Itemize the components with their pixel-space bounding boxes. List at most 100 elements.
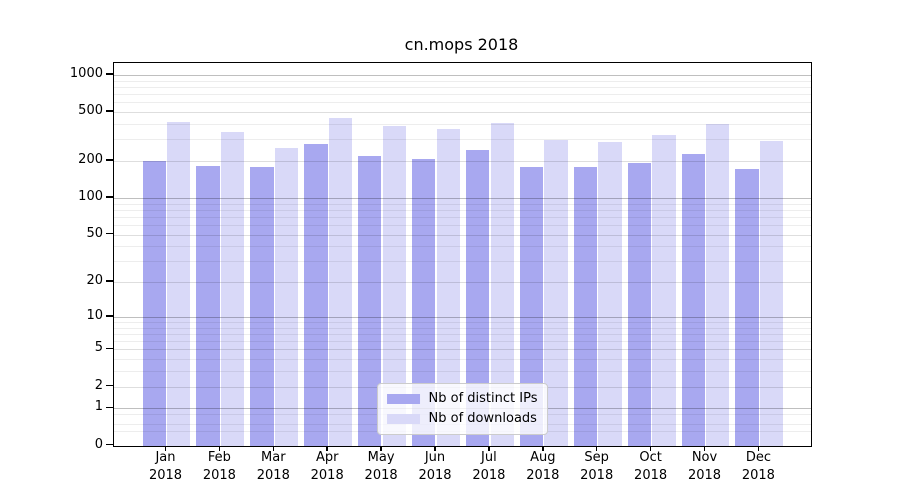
legend-row-ips: Nb of distinct IPs	[386, 389, 538, 409]
y-tick-mark-1	[106, 406, 113, 409]
x-tick-label-nov: Nov 2018	[687, 450, 722, 483]
bar-downloads-jun	[436, 128, 460, 446]
gridline-minor-7	[114, 333, 811, 335]
gridline-minor-9	[114, 322, 811, 323]
y-tick-label-1: 1	[94, 399, 103, 415]
y-tick-label-1000: 1000	[69, 65, 103, 81]
bar-ips-may	[358, 155, 382, 446]
y-tick-label-100: 100	[78, 188, 103, 204]
x-tick-label-jan: Jan 2018	[148, 450, 183, 483]
y-tick-mark-50	[106, 232, 113, 235]
bar-ips-jun	[412, 159, 436, 446]
y-tick-label-500: 500	[78, 103, 103, 119]
y-tick-label-5: 5	[94, 340, 103, 356]
x-tick-mark-sep	[595, 446, 598, 451]
gridline-major-20	[114, 282, 811, 284]
gridline-major-5	[114, 349, 811, 351]
y-tick-mark-200	[106, 159, 113, 161]
x-tick-label-oct: Oct 2018	[634, 450, 668, 483]
x-tick-mark-oct	[649, 446, 652, 451]
y-tick-mark-1000	[106, 73, 113, 75]
bar-ips-sep	[573, 166, 598, 446]
gridline-major-200	[114, 161, 811, 163]
gridline-major-50	[114, 234, 811, 236]
x-tick-mark-jul	[488, 446, 490, 451]
bar-downloads-aug	[544, 139, 568, 446]
x-tick-label-aug: Aug 2018	[526, 450, 560, 483]
x-tick-label-mar: Mar 2018	[256, 450, 290, 483]
legend-swatch-downloads	[386, 413, 420, 424]
gridline-minor-60	[114, 225, 811, 227]
bar-downloads-jan	[167, 121, 191, 446]
x-tick-label-feb: Feb 2018	[202, 450, 236, 483]
gridline-minor-40	[114, 246, 811, 248]
bar-downloads-feb	[221, 131, 245, 446]
y-tick-mark-20	[106, 280, 113, 282]
x-tick-label-may: May 2018	[364, 450, 398, 483]
x-tick-mark-may	[380, 446, 382, 451]
legend: Nb of distinct IPs Nb of downloads	[376, 382, 549, 435]
x-tick-mark-jan	[164, 446, 167, 451]
bar-ips-jul	[465, 150, 490, 446]
gridline-minor-4	[114, 359, 811, 361]
gridline-minor-90	[114, 203, 811, 205]
x-tick-mark-feb	[218, 446, 221, 451]
bar-ips-apr	[304, 144, 328, 446]
bar-downloads-apr	[328, 118, 353, 446]
gridline-minor-6	[114, 341, 811, 343]
x-tick-mark-apr	[326, 446, 328, 451]
y-tick-label-10: 10	[86, 307, 103, 323]
y-tick-label-2: 2	[94, 377, 103, 393]
gridline-minor-30	[114, 261, 811, 263]
y-tick-mark-2	[106, 384, 113, 387]
bar-ips-mar	[250, 166, 274, 446]
x-tick-label-jun: Jun 2018	[418, 450, 452, 483]
y-tick-label-200: 200	[78, 152, 103, 168]
legend-label-distinct-ips: Nb of distinct IPs	[428, 391, 538, 406]
bar-downloads-sep	[598, 141, 622, 446]
legend-swatch-distinct-ips	[386, 393, 420, 404]
bar-downloads-mar	[274, 147, 299, 446]
legend-label-downloads: Nb of downloads	[428, 411, 537, 426]
x-tick-label-sep: Sep 2018	[580, 450, 614, 483]
gridline-major-500	[114, 112, 811, 114]
y-tick-mark-100	[106, 196, 113, 198]
x-tick-mark-aug	[542, 446, 544, 451]
x-tick-label-dec: Dec 2018	[741, 450, 775, 483]
bar-ips-dec	[735, 169, 759, 446]
gridline-minor-900	[114, 80, 811, 82]
bar-ips-nov	[681, 153, 705, 446]
y-tick-mark-0	[106, 443, 113, 446]
gridline-minor-8	[114, 327, 811, 329]
gridline-minor-3	[114, 371, 811, 373]
gridline-minor-70	[114, 216, 811, 218]
gridline-minor-800	[114, 86, 811, 88]
bar-downloads-may	[382, 126, 407, 446]
y-tick-mark-5	[106, 347, 113, 350]
bar-ips-feb	[196, 166, 220, 446]
y-tick-mark-500	[106, 110, 113, 112]
x-tick-mark-dec	[757, 446, 760, 451]
gridline-minor-80	[114, 209, 811, 211]
bar-downloads-dec	[760, 140, 784, 446]
gridline-major-10	[114, 316, 811, 318]
bar-downloads-nov	[706, 124, 730, 446]
legend-row-downloads: Nb of downloads	[386, 409, 538, 429]
x-tick-label-jul: Jul 2018	[472, 450, 506, 483]
bar-ips-aug	[519, 166, 544, 446]
gridline-minor-700	[114, 94, 811, 96]
y-tick-label-50: 50	[86, 225, 103, 241]
gridline-minor-600	[114, 102, 811, 104]
gridline-major-1000	[114, 74, 811, 76]
gridline-minor-300	[114, 139, 811, 141]
bar-ips-oct	[627, 162, 651, 446]
y-tick-mark-10	[106, 315, 113, 317]
gridline-minor-400	[114, 124, 811, 126]
y-tick-label-0: 0	[94, 436, 103, 452]
gridline-major-100	[114, 197, 811, 199]
y-tick-label-20: 20	[86, 273, 103, 289]
bar-downloads-jul	[490, 122, 514, 446]
plot-area: Nb of distinct IPs Nb of downloads	[113, 62, 812, 447]
bar-ips-jan	[142, 161, 166, 446]
